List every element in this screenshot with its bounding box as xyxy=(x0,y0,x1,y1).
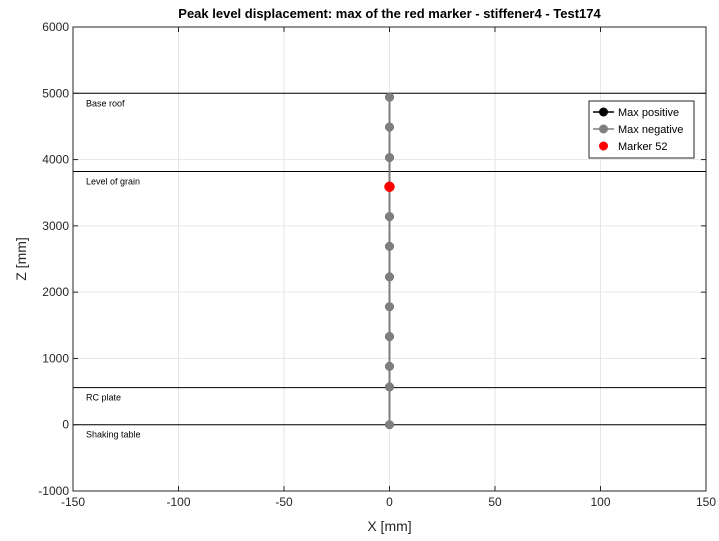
legend: Max positive Max negative Marker 52 xyxy=(588,100,695,159)
data-point xyxy=(384,181,395,192)
data-point xyxy=(385,420,394,430)
series-2 xyxy=(385,92,394,430)
legend-label: Max positive xyxy=(618,107,679,119)
reference-line-label: Level of grain xyxy=(86,177,140,187)
data-point xyxy=(385,212,394,222)
data-point xyxy=(385,361,394,371)
data-point xyxy=(385,122,394,132)
data-point xyxy=(385,332,394,342)
data-point xyxy=(385,153,394,163)
reference-line-label: Base roof xyxy=(86,98,125,108)
data-point xyxy=(385,302,394,312)
x-tick-label: -150 xyxy=(61,495,85,509)
y-tick-label: -1000 xyxy=(38,484,69,498)
legend-label: Max negative xyxy=(618,124,683,136)
y-tick-label: 5000 xyxy=(42,86,69,100)
y-tick-label: 3000 xyxy=(42,219,69,233)
data-point xyxy=(385,272,394,282)
y-tick-label: 0 xyxy=(62,418,69,432)
legend-swatch-marker xyxy=(599,141,608,151)
data-point xyxy=(385,241,394,251)
y-tick-label: 1000 xyxy=(42,351,69,365)
reference-line-label: RC plate xyxy=(86,393,121,403)
y-tick-label: 2000 xyxy=(42,285,69,299)
ticks: -150 -100 -50 0 50 100 150 -1000 0 1000 2000 3000 40… xyxy=(38,20,716,509)
legend-label: Marker 52 xyxy=(618,141,668,153)
legend-swatch-marker xyxy=(599,124,608,134)
x-tick-label: 50 xyxy=(488,495,502,509)
x-tick-label: -50 xyxy=(275,495,293,509)
x-axis-title: X [mm] xyxy=(367,518,411,534)
x-tick-label: 0 xyxy=(386,495,393,509)
series xyxy=(384,92,395,430)
x-tick-label: 100 xyxy=(590,495,610,509)
x-tick-label: -100 xyxy=(166,495,190,509)
y-tick-label: 4000 xyxy=(42,153,69,167)
reference-line-label: Shaking table xyxy=(86,430,141,440)
data-point xyxy=(385,382,394,392)
legend-swatch-marker xyxy=(599,107,608,117)
y-tick-label: 6000 xyxy=(42,20,69,34)
y-axis-title: Z [mm] xyxy=(13,237,29,281)
series-3 xyxy=(384,181,395,192)
data-point xyxy=(385,92,394,102)
x-tick-label: 150 xyxy=(696,495,716,509)
chart-title: Peak level displacement: max of the red … xyxy=(178,6,601,21)
